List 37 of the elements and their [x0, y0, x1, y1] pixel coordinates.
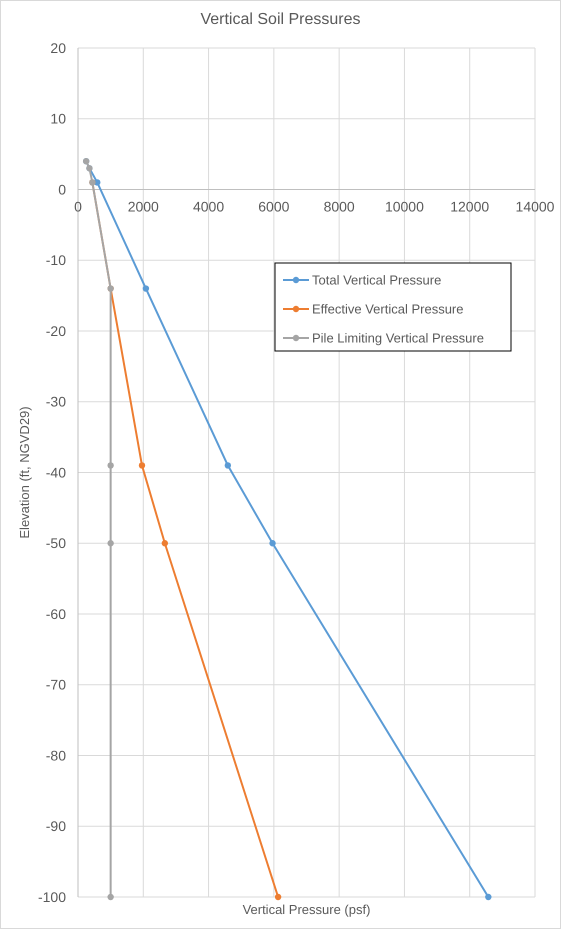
y-tick-label: -50 — [46, 535, 66, 552]
y-tick-label: -100 — [38, 888, 66, 905]
point — [274, 894, 282, 900]
y-tick-label: -40 — [46, 464, 66, 480]
x-tick-label: 12000 — [450, 198, 490, 214]
point — [107, 462, 114, 469]
x-tick-label: 4000 — [192, 198, 224, 214]
y-tick-label: -20 — [46, 322, 66, 339]
y-tick-label: 10 — [50, 110, 66, 127]
y-tick-label: -60 — [46, 606, 66, 622]
y-tick-label: -90 — [46, 818, 66, 834]
legend-label: Effective Vertical Pressure — [312, 302, 464, 317]
y-tick-label: -80 — [46, 747, 66, 764]
point — [162, 540, 168, 546]
x-tick-label: 2000 — [128, 198, 160, 214]
x-tick-label: 8000 — [324, 198, 355, 214]
y-tick-label: 0 — [58, 181, 66, 198]
point — [224, 462, 232, 469]
point — [269, 540, 276, 546]
y-tick-label: -10 — [46, 252, 66, 268]
x-tick-label: 10000 — [384, 198, 424, 214]
point — [107, 894, 114, 900]
chart-title: Vertical Soil Pressures — [200, 11, 361, 28]
x-tick-label: 14000 — [516, 198, 555, 214]
y-tick-label: 20 — [50, 40, 66, 56]
y-tick-label: -30 — [46, 394, 66, 410]
x-tick-label: 6000 — [258, 198, 290, 214]
point — [485, 894, 492, 900]
point — [142, 285, 150, 292]
point — [138, 462, 146, 469]
y-axis-title: Elevation (ft, NGVD29) — [17, 406, 32, 539]
legend-label: Pile Limiting Vertical Pressure — [312, 330, 484, 346]
point — [107, 540, 114, 546]
legend-label: Total Vertical Pressure — [312, 272, 442, 288]
x-axis-title: Vertical Pressure (psf) — [242, 902, 370, 917]
y-tick-label: -70 — [46, 676, 66, 693]
x-tick-label: 0 — [74, 198, 82, 214]
